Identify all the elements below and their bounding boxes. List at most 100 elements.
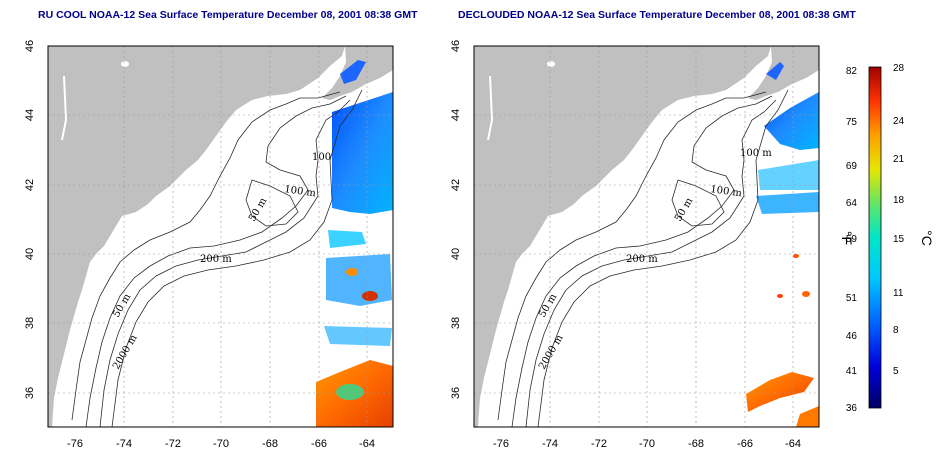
celsius-tick: 28 bbox=[893, 63, 905, 74]
celsius-scale: 28 24 21 18 15 11 8 5 bbox=[893, 63, 905, 377]
x-tick-label: -68 bbox=[262, 438, 278, 450]
contour-200m bbox=[99, 99, 351, 428]
y-tick-label: 36 bbox=[450, 387, 462, 399]
left-map-title: RU COOL NOAA-12 Sea Surface Temperature … bbox=[38, 9, 418, 21]
x-tick-label: -72 bbox=[591, 438, 607, 450]
sst-cold-patch-top bbox=[766, 62, 784, 80]
sst-spot bbox=[802, 291, 810, 297]
temperature-colorbar: 82 75 69 64 59 51 46 41 36 28 24 21 18 1… bbox=[839, 63, 935, 414]
y-axis: 36 38 40 42 44 46 bbox=[450, 40, 462, 399]
sst-hot-spot bbox=[362, 291, 378, 301]
contour-100m bbox=[85, 95, 347, 428]
y-tick-label: 38 bbox=[450, 317, 462, 329]
sst-warm-patch bbox=[746, 372, 814, 412]
celsius-tick: 11 bbox=[893, 288, 904, 299]
x-tick-label: -76 bbox=[67, 438, 83, 450]
sst-cold-patch-mid bbox=[328, 230, 366, 248]
y-tick-label: 46 bbox=[450, 40, 462, 52]
fahrenheit-scale: 82 75 69 64 59 51 46 41 36 bbox=[846, 66, 858, 414]
fahrenheit-tick: 69 bbox=[846, 161, 858, 172]
map-border bbox=[473, 45, 820, 428]
sst-cold-patch bbox=[332, 92, 393, 214]
y-tick-label: 46 bbox=[24, 40, 36, 52]
x-tick-label: -66 bbox=[737, 438, 753, 450]
fahrenheit-tick: 41 bbox=[846, 366, 858, 377]
sst-cold-strip bbox=[324, 326, 392, 346]
right-map-panel: 100 m 100 m 50 m 200 m 50 m 2000 m -76 -… bbox=[450, 40, 820, 450]
y-tick-label: 40 bbox=[24, 248, 36, 260]
sst-mid-band-2 bbox=[756, 192, 819, 214]
contour-200m bbox=[525, 99, 777, 428]
celsius-tick: 5 bbox=[893, 366, 899, 377]
x-axis: -76 -74 -72 -70 -68 -66 -64 bbox=[67, 438, 375, 450]
fahrenheit-unit-label: °F bbox=[839, 231, 855, 245]
sst-mixed-spot bbox=[336, 384, 364, 400]
contour-50m bbox=[71, 91, 341, 421]
colorbar-gradient bbox=[868, 66, 882, 409]
celsius-tick: 24 bbox=[893, 116, 905, 127]
lake bbox=[121, 61, 129, 67]
contour-100m bbox=[511, 95, 773, 428]
lake-champlain bbox=[487, 75, 494, 141]
sst-spot bbox=[777, 294, 783, 298]
celsius-tick: 21 bbox=[893, 154, 905, 165]
nova-scotia-land bbox=[748, 46, 819, 100]
contour-georges-bank bbox=[671, 179, 725, 227]
celsius-tick: 8 bbox=[893, 325, 899, 336]
sst-spot bbox=[793, 254, 799, 258]
fahrenheit-tick: 75 bbox=[846, 117, 858, 128]
left-map-panel: 100 100 m 50 m 200 m 50 m 2000 m -76 -74… bbox=[24, 40, 394, 450]
sst-warm-corner bbox=[796, 406, 819, 427]
x-tick-label: -68 bbox=[688, 438, 704, 450]
gridlines bbox=[474, 46, 819, 427]
contour-label: 200 m bbox=[200, 254, 232, 265]
x-tick-label: -72 bbox=[165, 438, 181, 450]
contour-label: 100 m bbox=[740, 148, 772, 159]
right-map-title: DECLOUDED NOAA-12 Sea Surface Temperatur… bbox=[458, 9, 856, 21]
contour-2000m bbox=[537, 89, 789, 428]
x-tick-label: -74 bbox=[116, 438, 132, 450]
contour-label: 200 m bbox=[626, 254, 658, 265]
y-tick-label: 42 bbox=[450, 179, 462, 191]
sst-warm-spot bbox=[346, 268, 358, 276]
y-tick-label: 38 bbox=[24, 317, 36, 329]
fahrenheit-tick: 51 bbox=[846, 293, 858, 304]
y-tick-label: 44 bbox=[24, 109, 36, 121]
sst-mixed-patch bbox=[326, 254, 392, 306]
x-axis: -76 -74 -72 -70 -68 -66 -64 bbox=[493, 438, 801, 450]
fahrenheit-tick: 36 bbox=[846, 403, 858, 414]
land-mass bbox=[474, 46, 771, 427]
contour-label: 100 m bbox=[710, 184, 743, 199]
celsius-tick: 18 bbox=[893, 195, 905, 206]
map-border bbox=[47, 45, 394, 428]
x-tick-label: -64 bbox=[359, 438, 375, 450]
lake-champlain bbox=[61, 75, 68, 141]
celsius-unit-label: °C bbox=[919, 230, 935, 246]
contour-label: 100 bbox=[312, 152, 331, 163]
sst-cold-patch bbox=[764, 92, 819, 150]
fahrenheit-tick: 64 bbox=[846, 198, 858, 209]
y-axis: 36 38 40 42 44 46 bbox=[24, 40, 36, 399]
fahrenheit-tick: 46 bbox=[846, 331, 858, 342]
sst-mid-band bbox=[758, 160, 819, 190]
x-tick-label: -64 bbox=[785, 438, 801, 450]
celsius-tick: 15 bbox=[893, 234, 905, 245]
contour-georges-bank bbox=[245, 179, 299, 227]
contour-50m bbox=[497, 91, 767, 421]
fahrenheit-tick: 82 bbox=[846, 66, 858, 77]
y-tick-label: 40 bbox=[450, 248, 462, 260]
contour-2000m bbox=[111, 89, 363, 428]
y-tick-label: 36 bbox=[24, 387, 36, 399]
gridlines bbox=[48, 46, 393, 427]
lake bbox=[547, 61, 555, 67]
y-tick-label: 42 bbox=[24, 179, 36, 191]
contour-label: 100 m bbox=[284, 184, 317, 199]
x-tick-label: -70 bbox=[213, 438, 229, 450]
x-tick-label: -70 bbox=[639, 438, 655, 450]
x-tick-label: -66 bbox=[311, 438, 327, 450]
x-tick-label: -74 bbox=[542, 438, 558, 450]
y-tick-label: 44 bbox=[450, 109, 462, 121]
land-mass bbox=[48, 46, 345, 427]
x-tick-label: -76 bbox=[493, 438, 509, 450]
